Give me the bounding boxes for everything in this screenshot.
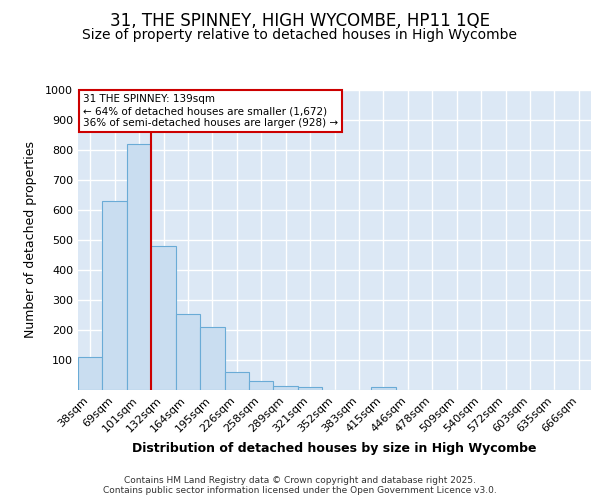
Bar (371, 387, 395, 390)
Bar (78, 357, 103, 390)
Text: Size of property relative to detached houses in High Wycombe: Size of property relative to detached ho… (83, 28, 517, 42)
Text: 31 THE SPINNEY: 139sqm
← 64% of detached houses are smaller (1,672)
36% of semi-: 31 THE SPINNEY: 139sqm ← 64% of detached… (83, 94, 338, 128)
Text: 31, THE SPINNEY, HIGH WYCOMBE, HP11 1QE: 31, THE SPINNEY, HIGH WYCOMBE, HP11 1QE (110, 12, 490, 30)
Bar (249, 381, 274, 390)
Bar (200, 327, 224, 390)
Bar (298, 387, 322, 390)
Bar (103, 201, 127, 390)
Text: Contains HM Land Registry data © Crown copyright and database right 2025.
Contai: Contains HM Land Registry data © Crown c… (103, 476, 497, 495)
Bar (274, 386, 298, 390)
X-axis label: Distribution of detached houses by size in High Wycombe: Distribution of detached houses by size … (132, 442, 537, 455)
Bar (151, 246, 176, 390)
Bar (127, 144, 151, 390)
Bar (176, 314, 200, 390)
Y-axis label: Number of detached properties: Number of detached properties (24, 142, 37, 338)
Bar (224, 372, 249, 390)
